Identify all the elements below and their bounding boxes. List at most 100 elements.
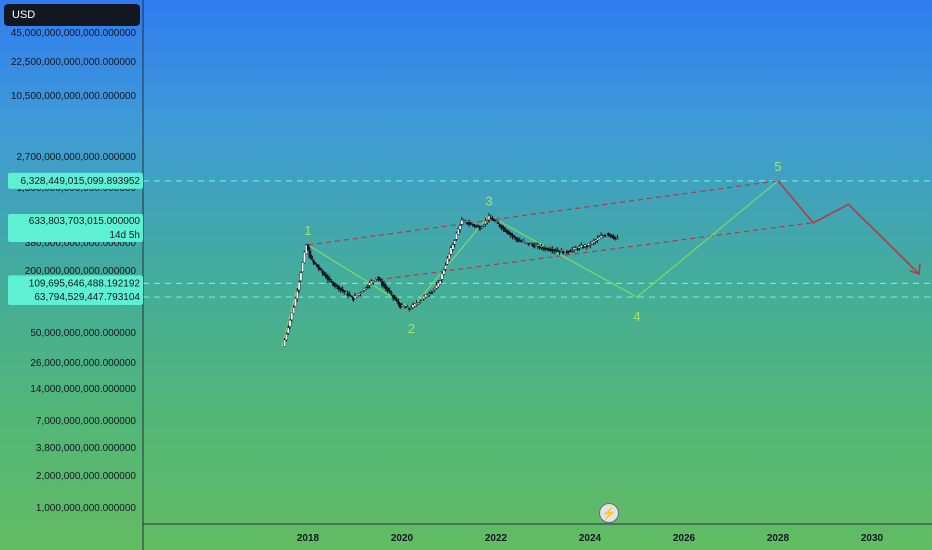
candle[interactable]: [426, 293, 429, 297]
candle[interactable]: [290, 312, 294, 322]
candle[interactable]: [323, 271, 326, 277]
candle[interactable]: [386, 286, 390, 294]
candle[interactable]: [428, 291, 431, 298]
candle[interactable]: [391, 294, 395, 301]
candle[interactable]: [388, 287, 391, 294]
candle[interactable]: [368, 281, 371, 289]
candle[interactable]: [561, 250, 565, 255]
candle[interactable]: [310, 254, 314, 260]
candle[interactable]: [344, 290, 348, 294]
candle[interactable]: [361, 290, 364, 293]
candle[interactable]: [306, 243, 310, 251]
candle[interactable]: [419, 299, 422, 304]
candle[interactable]: [464, 219, 467, 223]
candle[interactable]: [348, 291, 352, 297]
candle[interactable]: [446, 255, 449, 266]
candle[interactable]: [583, 243, 587, 248]
candle[interactable]: [536, 242, 540, 250]
candle[interactable]: [599, 232, 603, 239]
candle[interactable]: [400, 302, 404, 307]
candle[interactable]: [572, 246, 576, 253]
last-price-badge[interactable]: 633,803,703,015.000000 14d 5h: [8, 214, 143, 242]
candle[interactable]: [451, 242, 455, 252]
candle[interactable]: [580, 242, 583, 249]
candle[interactable]: [381, 278, 384, 288]
candle[interactable]: [585, 244, 589, 250]
candle[interactable]: [395, 296, 399, 303]
candle[interactable]: [589, 241, 592, 249]
candle[interactable]: [364, 286, 368, 291]
candle[interactable]: [493, 218, 496, 222]
candle[interactable]: [444, 262, 447, 272]
candle[interactable]: [377, 275, 380, 282]
candle[interactable]: [516, 236, 520, 243]
candle[interactable]: [350, 295, 353, 298]
candle[interactable]: [409, 305, 413, 310]
candle[interactable]: [514, 236, 518, 242]
candle[interactable]: [609, 233, 612, 239]
candle[interactable]: [294, 296, 297, 308]
candle[interactable]: [301, 261, 304, 273]
candle[interactable]: [393, 294, 397, 301]
candle[interactable]: [576, 247, 580, 252]
candle[interactable]: [431, 289, 435, 294]
level-mid-badge[interactable]: 109,695,646,488.192192: [8, 275, 143, 292]
candle[interactable]: [417, 302, 420, 305]
candle[interactable]: [366, 284, 370, 289]
candle[interactable]: [390, 290, 393, 297]
candle[interactable]: [341, 286, 344, 293]
candle[interactable]: [484, 217, 487, 227]
candle[interactable]: [330, 278, 333, 284]
replay-icon[interactable]: ⚡: [599, 503, 619, 523]
candle[interactable]: [288, 319, 292, 330]
candle[interactable]: [319, 267, 323, 271]
candle[interactable]: [370, 279, 373, 285]
level-high-badge[interactable]: 6,328,449,015,099.893952: [8, 172, 143, 189]
candle[interactable]: [285, 332, 288, 342]
candle[interactable]: [384, 282, 388, 292]
currency-button[interactable]: USD: [4, 4, 140, 26]
channel-lower-line[interactable]: [369, 222, 811, 282]
candle[interactable]: [594, 238, 598, 245]
candle[interactable]: [295, 287, 299, 303]
elliott-wave-line[interactable]: [281, 180, 779, 347]
candle[interactable]: [382, 280, 386, 289]
candle[interactable]: [317, 264, 321, 272]
candle[interactable]: [485, 220, 489, 225]
candle[interactable]: [540, 243, 543, 251]
candle[interactable]: [312, 259, 315, 265]
candle[interactable]: [598, 235, 601, 240]
candle[interactable]: [397, 298, 400, 307]
candle[interactable]: [442, 268, 446, 276]
candle[interactable]: [482, 224, 485, 228]
candle[interactable]: [406, 304, 409, 308]
candle[interactable]: [453, 239, 456, 248]
candle[interactable]: [563, 249, 567, 252]
candle[interactable]: [571, 247, 574, 253]
candle[interactable]: [292, 305, 295, 314]
candle[interactable]: [498, 223, 502, 228]
candle[interactable]: [495, 219, 498, 223]
candle[interactable]: [299, 271, 303, 283]
candle[interactable]: [355, 295, 359, 298]
candle[interactable]: [449, 245, 453, 256]
candle[interactable]: [458, 224, 462, 233]
candle[interactable]: [422, 294, 426, 301]
candle[interactable]: [455, 231, 458, 242]
candle[interactable]: [511, 232, 514, 240]
candle[interactable]: [437, 279, 440, 289]
candle[interactable]: [513, 234, 516, 240]
candle[interactable]: [491, 216, 494, 221]
candle[interactable]: [440, 271, 444, 283]
candle[interactable]: [328, 275, 332, 283]
candle[interactable]: [433, 287, 437, 292]
candle[interactable]: [321, 269, 324, 276]
candle[interactable]: [326, 274, 330, 283]
candle[interactable]: [324, 272, 328, 279]
candle[interactable]: [460, 216, 464, 226]
candle[interactable]: [467, 219, 471, 227]
candle[interactable]: [357, 293, 361, 297]
candle[interactable]: [297, 280, 301, 294]
candle[interactable]: [283, 337, 286, 347]
